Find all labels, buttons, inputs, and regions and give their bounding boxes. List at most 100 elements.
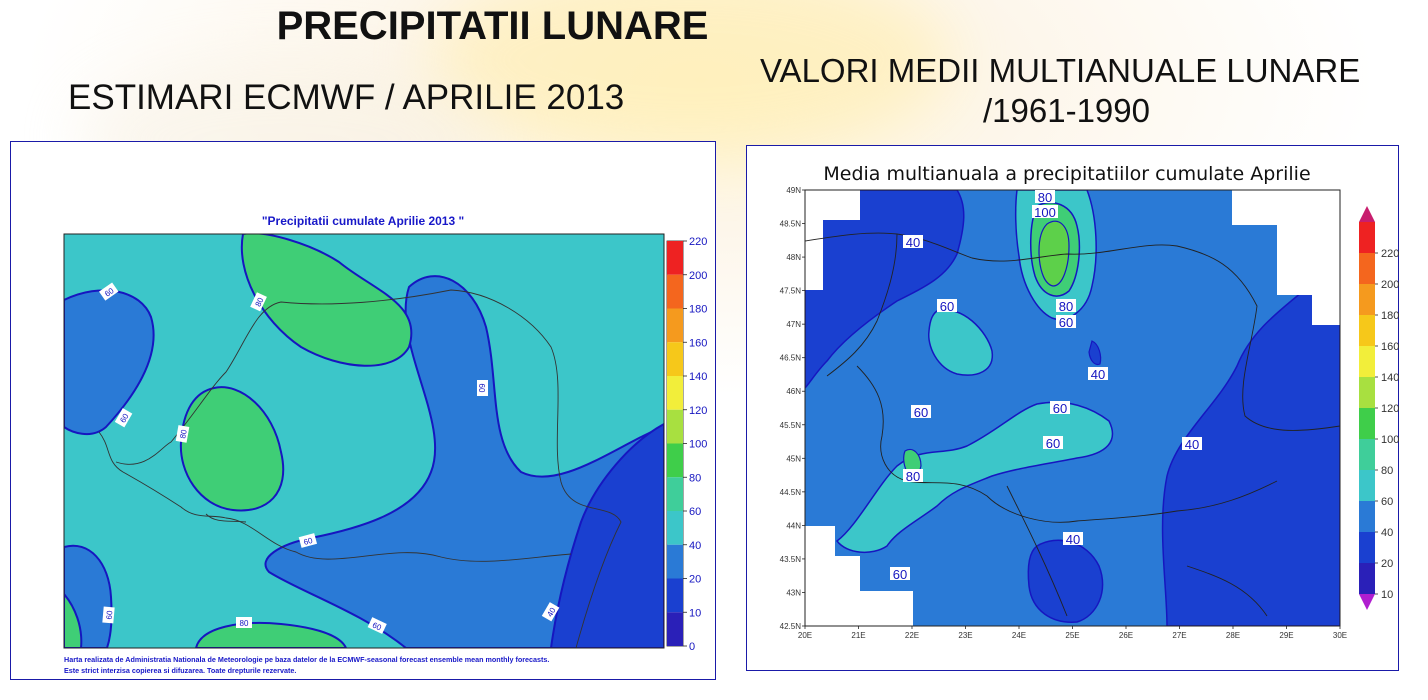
colorbar-tick-label: 0 [689,641,695,653]
colorbar-tick-label: 100 [1381,434,1399,446]
left-heading: ESTIMARI ECMWF / APRILIE 2013 [68,78,625,117]
contour-label: 60 [105,610,115,620]
colorbar-tick-label: 200 [1381,279,1399,291]
right-map-panel: Media multianuala a precipitatiilor cumu… [746,145,1399,671]
colorbar-tick-label: 180 [689,304,707,316]
lat-tick-label: 49N [786,186,801,195]
colorbar-swatch [667,544,683,579]
contour-label: 80 [1038,190,1052,205]
longitude-axis: 20E 21E 22E 23E 24E 25E 26E 27E 28E 29E 30E [798,626,1347,640]
right-heading-line1: VALORI MEDII MULTIANUALE LUNARE [760,52,1361,89]
colorbar-tick-label: 40 [689,540,701,552]
contour-label: 60 [914,405,928,420]
lon-tick-label: 25E [1065,631,1079,640]
page-title: PRECIPITATII LUNARE [276,4,709,48]
colorbar-tick-label: 160 [1381,341,1399,353]
colorbar-arrow-top [1359,206,1375,222]
colorbar-tick-label: 10 [1381,589,1393,601]
colorbar-swatch [1359,253,1375,284]
right-heading-line2: /1961-1990 [983,92,1150,129]
lat-tick-label: 45.5N [780,421,802,430]
lat-tick-label: 47N [786,320,801,329]
contour-label: 60 [477,384,486,393]
lon-tick-label: 23E [958,631,972,640]
colorbar-tick-label: 220 [1381,248,1399,260]
colorbar-tick-label: 200 [689,270,707,282]
lon-tick-label: 22E [905,631,919,640]
lat-tick-label: 43.5N [780,555,802,564]
colorbar-tick-label: 60 [689,506,701,518]
left-map-footer-line2: Este strict interzisa copierea si difuza… [64,666,296,675]
latitude-axis: 49N 48.5N 48N 47.5N 47N 46.5N 46N 45.5N 45N 44.5N… [780,186,805,631]
colorbar-swatch [1359,284,1375,315]
contour-label: 80 [906,469,920,484]
lat-tick-label: 43N [786,588,801,597]
lat-tick-label: 48.5N [780,220,802,229]
colorbar-swatch [667,342,683,376]
left-map-title: "Precipitatii cumulate Aprilie 2013 " [262,214,464,228]
contour-label: 80 [253,296,265,308]
left-map-footer-line1: Harta realizata de Administratia Nationa… [64,655,549,664]
left-map-panel: "Precipitatii cumulate Aprilie 2013 " 60… [10,141,716,680]
colorbar-swatch [667,376,683,410]
colorbar-tick-label: 80 [689,472,701,484]
colorbar-swatch [667,308,683,343]
colorbar-swatch [1359,222,1375,253]
lon-tick-label: 29E [1279,631,1293,640]
contour-label: 40 [1066,532,1080,547]
contour-label: 60 [1046,436,1060,451]
colorbar-swatch [667,612,683,646]
colorbar-swatch [667,409,683,444]
lon-tick-label: 27E [1172,631,1186,640]
colorbar-tick-label: 40 [1381,527,1393,539]
colorbar-tick-label: 220 [689,236,707,248]
lat-tick-label: 44.5N [780,488,802,497]
colorbar-tick-label: 20 [689,574,701,586]
lon-tick-label: 28E [1226,631,1240,640]
lon-tick-label: 21E [851,631,865,640]
right-map-figure: Media multianuala a precipitatiilor cumu… [780,163,1400,640]
colorbar-swatch [667,241,683,275]
colorbar-swatch [667,274,683,309]
right-map-field [805,190,1340,626]
colorbar-tick-label: 60 [1381,496,1393,508]
colorbar-arrow-bottom [1359,594,1375,610]
colorbar-swatch [1359,439,1375,470]
contour-label: 60 [1053,401,1067,416]
colorbar-tick-label: 140 [1381,372,1399,384]
contour-label: 80 [240,619,249,628]
lon-tick-label: 30E [1333,631,1347,640]
colorbar-swatch [667,477,683,511]
colorbar-swatch [1359,563,1375,594]
colorbar-swatch [1359,470,1375,501]
contour-label: 60 [940,299,954,314]
colorbar-tick-label: 20 [1381,558,1393,570]
colorbar-tick-label: 100 [689,439,707,451]
right-colorbar: 220 200 180 160 140 120 100 80 60 40 20 10 [1359,206,1399,610]
lon-tick-label: 20E [798,631,812,640]
colorbar-tick-label: 120 [1381,403,1399,415]
colorbar-swatch [1359,315,1375,346]
contour-label: 100 [1034,205,1056,220]
lon-tick-label: 26E [1119,631,1133,640]
colorbar-swatch [1359,408,1375,439]
colorbar-swatch [667,578,683,613]
lat-tick-label: 46.5N [780,354,802,363]
lat-tick-label: 42.5N [780,622,802,631]
contour-label: 40 [1185,437,1199,452]
colorbar-tick-label: 120 [689,405,707,417]
left-map-figure: "Precipitatii cumulate Aprilie 2013 " 60… [63,214,707,675]
left-contour-labels: 60 80 60 60 80 60 60 60 80 40 [99,282,560,634]
contour-label: 60 [893,567,907,582]
contour-label: 80 [178,428,189,439]
right-map-title: Media multianuala a precipitatiilor cumu… [823,163,1310,185]
lat-tick-label: 47.5N [780,287,802,296]
contour-label: 60 [371,620,383,632]
lat-tick-label: 48N [786,253,801,262]
colorbar-tick-label: 160 [689,337,707,349]
contour-label: 60 [1059,315,1073,330]
colorbar-tick-label: 180 [1381,310,1399,322]
contour-label: 60 [303,536,314,547]
lon-tick-label: 24E [1012,631,1026,640]
colorbar-tick-label: 10 [689,607,701,619]
